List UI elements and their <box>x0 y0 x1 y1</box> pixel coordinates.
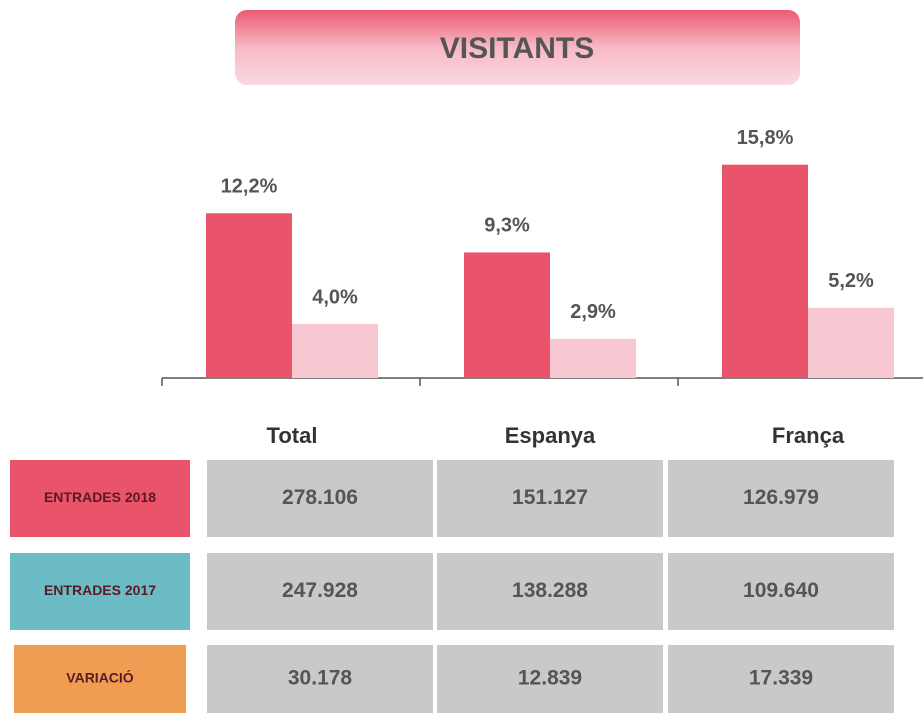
row-label: VARIACIÓ <box>66 669 134 686</box>
data-label: 12,2% <box>221 176 278 198</box>
table-cell <box>668 553 894 630</box>
table-cell <box>437 460 663 537</box>
bar <box>808 307 894 378</box>
data-label: 9,3% <box>484 215 530 237</box>
cell-value: 109.640 <box>743 579 819 602</box>
cell-value: 278.106 <box>282 486 358 509</box>
data-label: 4,0% <box>312 286 358 308</box>
row-label: ENTRADES 2017 <box>44 582 156 598</box>
table-cell <box>207 460 433 537</box>
table-cell <box>437 645 663 713</box>
x-tick-label: Total <box>267 423 318 448</box>
bar <box>292 324 378 378</box>
bar <box>464 252 550 378</box>
data-label: 5,2% <box>828 270 874 292</box>
data-label: 15,8% <box>737 127 794 149</box>
x-tick-label: Espanya <box>505 423 596 448</box>
table-cell <box>668 645 894 713</box>
cell-value: 151.127 <box>512 486 588 509</box>
x-tick-label: França <box>772 423 845 448</box>
row-label: ENTRADES 2018 <box>44 489 156 505</box>
title: VISITANTS <box>440 32 594 65</box>
table-cell <box>668 460 894 537</box>
data-label: 2,9% <box>570 301 616 323</box>
bar <box>550 338 636 378</box>
row-label-box <box>10 553 190 630</box>
table-cell <box>207 645 433 713</box>
cell-value: 138.288 <box>512 579 588 602</box>
cell-value: 126.979 <box>743 486 819 509</box>
row-label-box <box>10 460 190 537</box>
table-cell <box>207 553 433 630</box>
bar <box>722 164 808 378</box>
row-label-box <box>14 645 186 713</box>
cell-value: 247.928 <box>282 579 358 602</box>
table-cell <box>437 553 663 630</box>
cell-value: 17.339 <box>749 667 813 690</box>
cell-value: 12.839 <box>518 667 582 690</box>
bar <box>206 213 292 378</box>
title-box <box>235 10 800 85</box>
cell-value: 30.178 <box>288 667 353 690</box>
